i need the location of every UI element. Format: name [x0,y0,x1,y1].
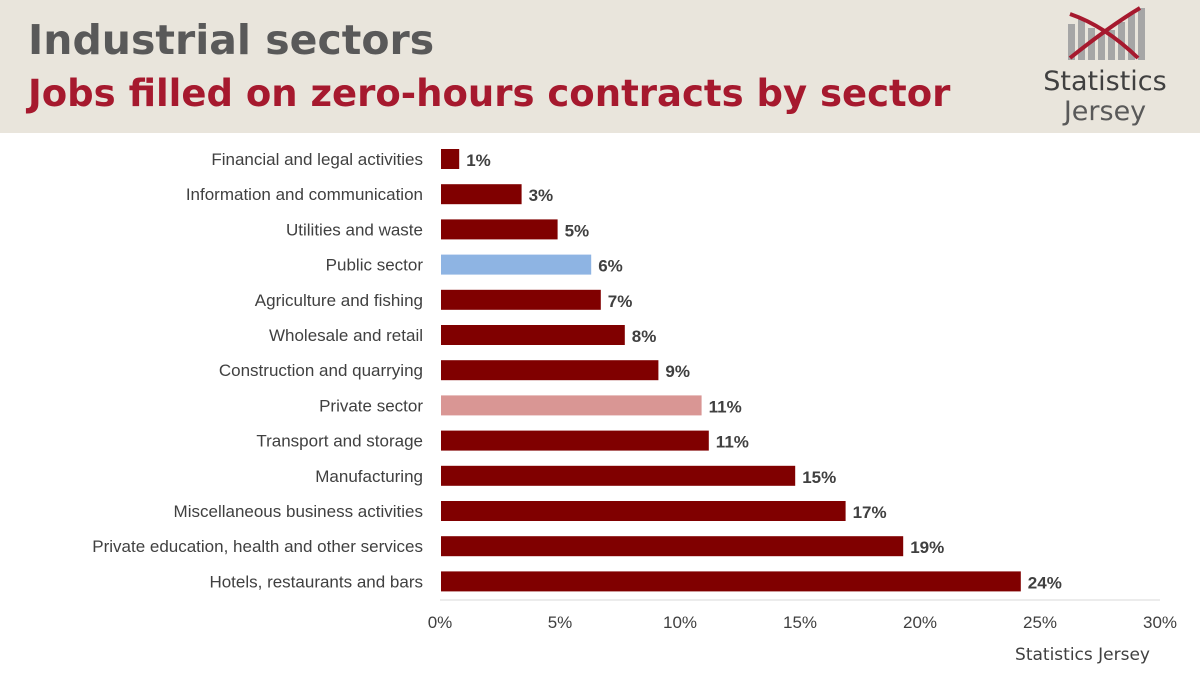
category-label: Private sector [319,396,423,415]
bar [441,430,709,451]
category-label: Hotels, restaurants and bars [209,572,423,591]
bar-chart: Financial and legal activities 1% Informat… [92,149,1177,632]
data-label: 8% [632,327,657,346]
category-label: Agriculture and fishing [255,291,423,310]
category-label: Utilities and waste [286,220,423,239]
header-banner: Industrial sectors Jobs filled on zero-h… [0,0,1200,133]
bar [441,571,1021,592]
data-label: 19% [910,538,944,557]
category-label: Construction and quarrying [219,361,423,380]
bar [441,325,625,345]
logo-text-line2: Jersey [1063,96,1147,127]
data-label: 11% [709,397,742,416]
x-tick-label: 15% [783,613,817,632]
source-note: Statistics Jersey [1015,645,1150,665]
x-tick-label: 25% [1023,613,1057,632]
bar [441,465,796,486]
data-label: 9% [665,362,690,381]
x-tick-label: 0% [428,613,453,632]
bar [441,395,702,416]
bar [441,219,558,240]
category-label: Public sector [326,256,424,275]
logo-chart-icon [1068,6,1145,60]
x-tick-label: 5% [548,613,573,632]
bar [441,360,659,381]
bar [441,184,522,205]
bar [441,254,592,275]
category-label: Private education, health and other serv… [92,537,423,556]
data-label: 17% [853,503,887,522]
bar [441,536,904,557]
data-label: 11% [716,433,749,452]
category-label: Information and communication [186,185,423,204]
page-title: Industrial sectors [28,16,435,64]
data-label: 15% [802,468,836,487]
category-label: Transport and storage [256,432,423,451]
data-label: 6% [598,257,623,276]
category-label: Miscellaneous business activities [174,502,423,521]
data-label: 3% [529,186,554,205]
x-tick-label: 10% [663,613,697,632]
page-subtitle: Jobs filled on zero-hours contracts by s… [28,72,951,115]
logo-text-line1: Statistics [1043,66,1167,97]
x-tick-label: 30% [1143,613,1177,632]
data-label: 7% [608,292,633,311]
x-tick-label: 20% [903,613,937,632]
category-label: Wholesale and retail [269,326,423,345]
category-label: Financial and legal activities [211,150,423,169]
data-label: 1% [466,151,491,170]
bar [441,149,460,169]
data-label: 24% [1028,573,1062,592]
statistics-jersey-logo: Statistics Jersey [1040,6,1180,130]
bar [441,501,846,521]
data-label: 5% [565,221,590,240]
bar [441,289,601,310]
category-label: Manufacturing [315,467,423,486]
